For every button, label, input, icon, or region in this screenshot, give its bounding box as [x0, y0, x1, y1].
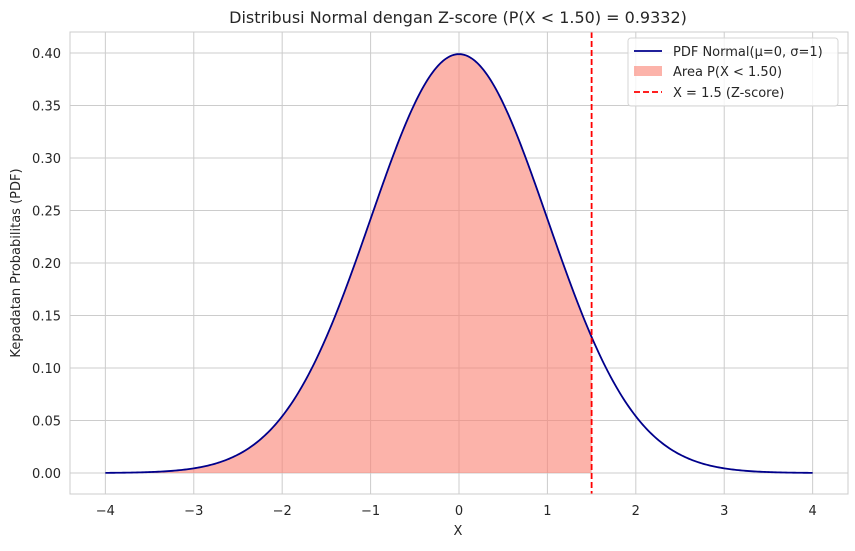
y-tick-label: 0.20 — [32, 257, 61, 272]
x-tick-label: 1 — [543, 504, 551, 519]
legend-pdf: PDF Normal(μ=0, σ=1) — [673, 45, 823, 60]
y-tick-label: 0.40 — [32, 47, 61, 62]
legend-area: Area P(X < 1.50) — [673, 65, 782, 80]
x-tick-labels: −4 −3 −2 −1 0 1 2 3 4 — [96, 504, 817, 519]
y-tick-labels: 0.00 0.05 0.10 0.15 0.20 0.25 0.30 0.35 0.40 — [32, 47, 61, 482]
y-tick-label: 0.00 — [32, 467, 61, 482]
y-axis-label: Kepadatan Probabilitas (PDF) — [9, 168, 24, 357]
y-tick-label: 0.15 — [32, 310, 61, 325]
legend-area-swatch — [634, 66, 662, 76]
x-tick-label: −1 — [361, 504, 380, 519]
y-tick-label: 0.10 — [32, 362, 61, 377]
y-tick-label: 0.25 — [32, 205, 61, 220]
x-tick-label: −2 — [273, 504, 292, 519]
x-tick-label: 4 — [808, 504, 816, 519]
y-tick-label: 0.35 — [32, 100, 61, 115]
x-axis-label: X — [454, 524, 463, 539]
plot-frame — [69, 31, 849, 495]
x-tick-label: 2 — [632, 504, 640, 519]
y-tick-label: 0.30 — [32, 152, 61, 167]
x-tick-label: 3 — [720, 504, 728, 519]
area-fill — [105, 54, 592, 474]
x-tick-label: −3 — [184, 504, 203, 519]
chart-title: Distribusi Normal dengan Z-score (P(X < … — [229, 8, 687, 27]
legend: PDF Normal(μ=0, σ=1) Area P(X < 1.50) X … — [627, 37, 839, 107]
y-tick-label: 0.05 — [32, 415, 61, 430]
legend-vline: X = 1.5 (Z-score) — [673, 86, 784, 101]
pdf-line — [105, 53, 813, 474]
x-tick-label: 0 — [455, 504, 463, 519]
x-tick-label: −4 — [96, 504, 115, 519]
